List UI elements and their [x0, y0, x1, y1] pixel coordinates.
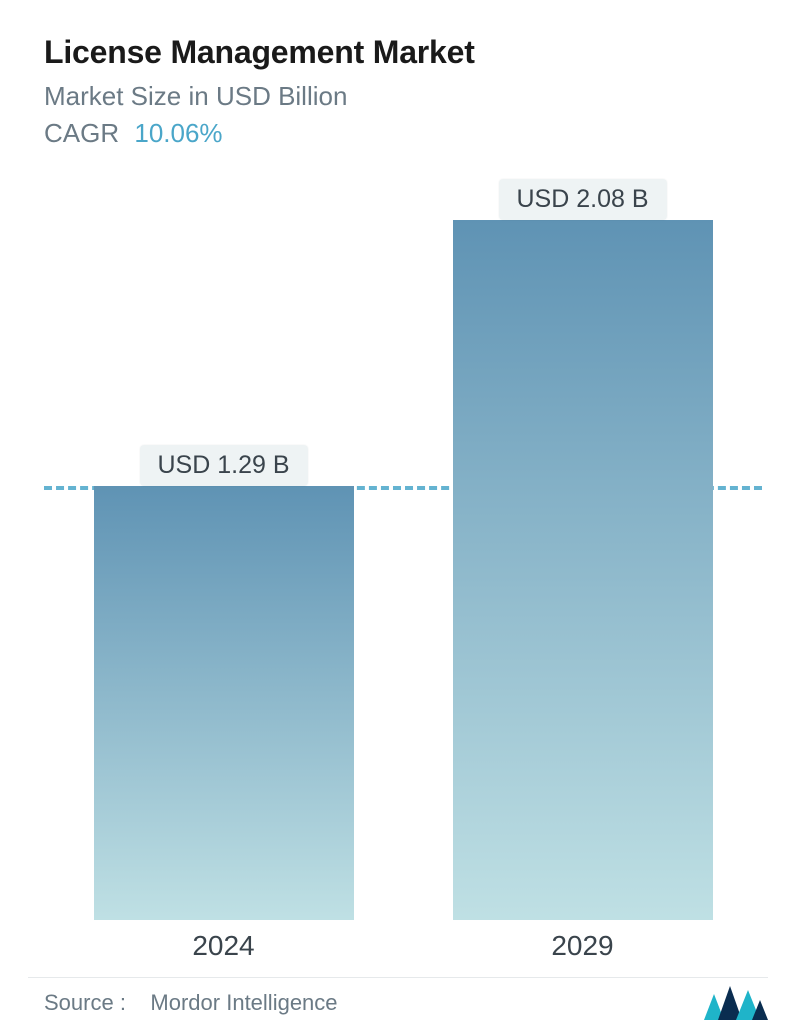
bar-wrap: USD 2.08 B: [453, 220, 713, 920]
source-name: Mordor Intelligence: [150, 990, 337, 1015]
cagr-label: CAGR: [44, 118, 119, 148]
brand-logo-icon: [704, 986, 768, 1020]
source-label: Source :: [44, 990, 126, 1015]
bar: [94, 486, 354, 920]
chart-container: License Management Market Market Size in…: [0, 0, 796, 1034]
bar: [453, 220, 713, 920]
x-axis-labels: 2024 2029: [44, 930, 762, 962]
bar-value-label: USD 2.08 B: [498, 179, 666, 220]
cagr-row: CAGR 10.06%: [44, 118, 762, 149]
footer-divider: [28, 977, 768, 978]
x-axis-label: 2024: [94, 930, 354, 962]
bar-wrap: USD 1.29 B: [94, 220, 354, 920]
source-attribution: Source : Mordor Intelligence: [44, 990, 338, 1016]
chart-footer: Source : Mordor Intelligence: [44, 986, 768, 1020]
cagr-value: 10.06%: [134, 118, 222, 148]
bar-group: USD 1.29 B USD 2.08 B: [44, 220, 762, 920]
chart-title: License Management Market: [44, 34, 762, 71]
chart-subtitle: Market Size in USD Billion: [44, 81, 762, 112]
x-axis-label: 2029: [453, 930, 713, 962]
chart-plot-area: USD 1.29 B USD 2.08 B: [44, 220, 762, 920]
bar-value-label: USD 1.29 B: [139, 445, 307, 486]
